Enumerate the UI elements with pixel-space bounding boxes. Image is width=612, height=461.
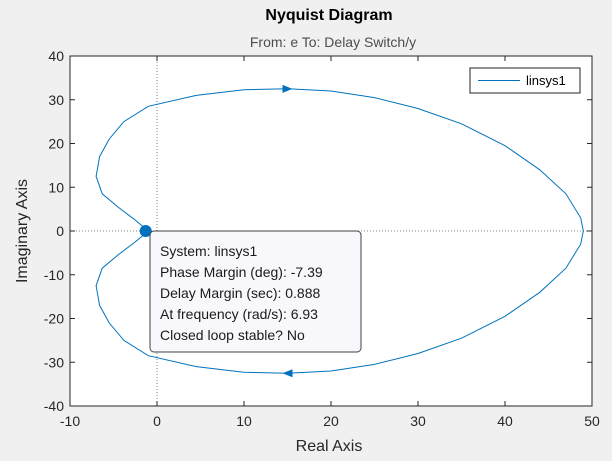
phase-margin-marker xyxy=(139,225,152,237)
datatip-system: System: linsys1 xyxy=(160,243,257,259)
series-line-linsys1 xyxy=(95,88,584,374)
y-tick-label: 10 xyxy=(48,179,64,195)
direction-arrow-upper xyxy=(282,84,293,93)
x-tick-label: 50 xyxy=(584,413,600,429)
x-tick-label: -10 xyxy=(60,413,80,429)
x-tick-label: 10 xyxy=(236,413,252,429)
y-tick-label: -40 xyxy=(44,398,64,414)
y-tick-label: -10 xyxy=(44,267,64,283)
y-tick-label: 30 xyxy=(48,92,64,108)
y-tick-label: 20 xyxy=(48,136,64,152)
y-tick-label: -30 xyxy=(44,354,64,370)
x-tick-label: 0 xyxy=(153,413,161,429)
legend[interactable]: linsys1 xyxy=(469,67,581,94)
x-tick-label: 40 xyxy=(497,413,513,429)
datatip-frequency: At frequency (rad/s): 6.93 xyxy=(160,306,318,322)
chart-subtitle: From: e To: Delay Switch/y xyxy=(250,34,416,50)
x-tick-label: 20 xyxy=(323,413,339,429)
datatip-delay-margin: Delay Margin (sec): 0.888 xyxy=(160,285,321,301)
datatip-box xyxy=(149,230,362,353)
x-axis-label: Real Axis xyxy=(296,438,363,455)
datatip[interactable]: System: linsys1 Phase Margin (deg): -7.3… xyxy=(149,230,362,353)
chart-title: Nyquist Diagram xyxy=(265,7,392,24)
y-tick-label: 0 xyxy=(56,223,64,239)
x-tick-label: 30 xyxy=(410,413,426,429)
series-group xyxy=(95,84,584,378)
datatip-phase-margin: Phase Margin (deg): -7.39 xyxy=(160,264,323,280)
datatip-stability: Closed loop stable? No xyxy=(160,327,305,343)
y-tick-label: -20 xyxy=(44,311,64,327)
y-axis-label: Imaginary Axis xyxy=(14,179,31,283)
y-tick-label: 40 xyxy=(48,48,64,64)
legend-label-linsys1: linsys1 xyxy=(526,73,566,88)
axis-ticks: -10 0 10 20 30 40 50 40 30 20 10 0 -10 -20 -30 -40 xyxy=(44,48,600,429)
direction-arrow-lower xyxy=(282,369,293,378)
